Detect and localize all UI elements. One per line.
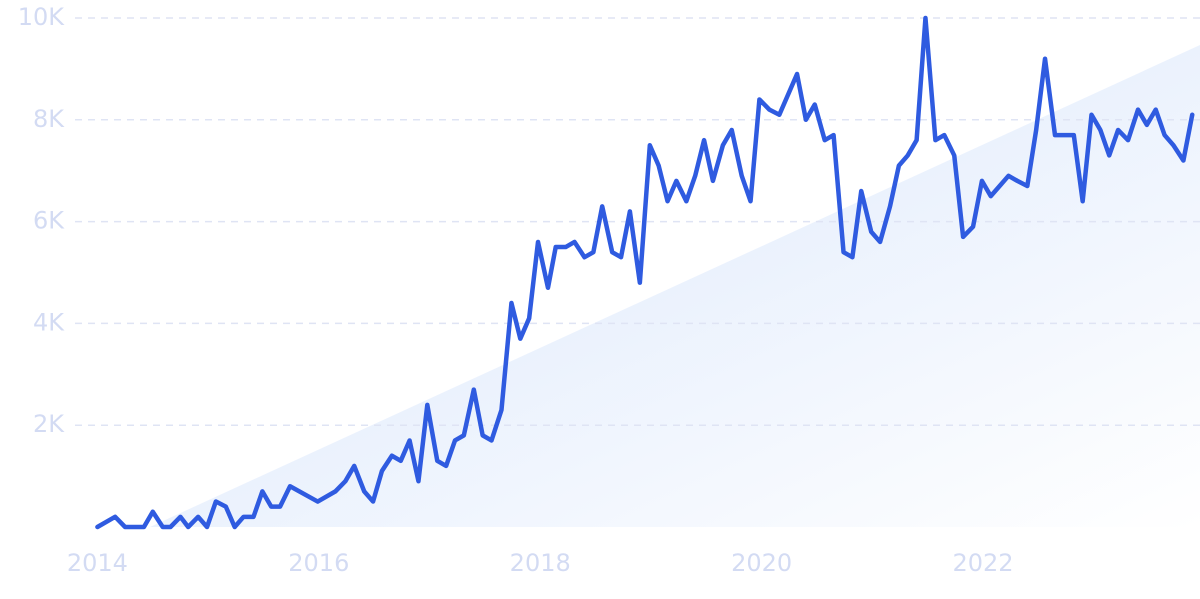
x-tick-label: 2018 [510,549,571,577]
y-tick-label: 6K [33,207,65,235]
y-tick-label: 8K [33,105,65,133]
x-tick-label: 2020 [731,549,792,577]
y-tick-label: 2K [33,410,65,438]
x-tick-label: 2022 [952,549,1013,577]
x-tick-label: 2016 [288,549,349,577]
data-line [95,15,1195,530]
y-tick-label: 4K [33,308,65,336]
x-tick-label: 2014 [67,549,128,577]
y-tick-label: 10K [18,3,66,31]
trend-area [150,45,1200,527]
